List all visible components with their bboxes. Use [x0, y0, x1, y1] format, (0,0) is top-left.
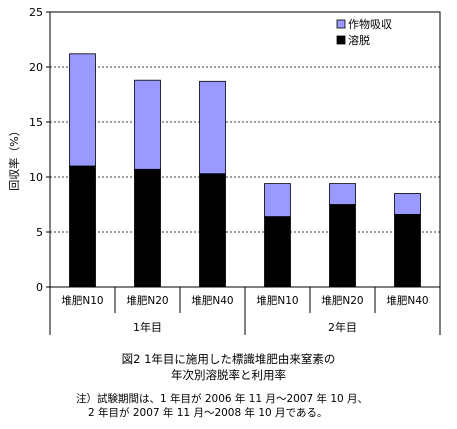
bar-segment: [329, 183, 356, 205]
x-tick-label: 堆肥N20: [321, 295, 363, 307]
axes: [46, 11, 441, 335]
x-tick-label: 堆肥N10: [256, 295, 298, 307]
gridlines: [50, 11, 440, 233]
legend-swatch: [336, 35, 346, 45]
y-tick-label: 0: [36, 281, 43, 294]
x-tick-label: 堆肥N40: [191, 295, 233, 307]
group-label: 1年目: [133, 320, 162, 334]
x-tick-label: 堆肥N40: [386, 295, 428, 307]
group-label: 2年目: [328, 320, 357, 334]
bar-segment: [264, 183, 291, 218]
bar-segment: [329, 204, 356, 288]
figure-caption-line-2: 年次別溶脱率と利用率: [171, 368, 286, 382]
tick-labels: 0 5 10 15 20 25 堆肥N10 堆肥N20 堆肥N40 堆肥N10 堆肥N20 堆肥N40…: [29, 6, 429, 334]
bar-segment: [134, 168, 161, 288]
y-tick-label: 15: [29, 116, 43, 129]
bar-segment: [394, 193, 421, 215]
y-tick-label: 20: [29, 61, 43, 74]
y-tick-label: 25: [29, 6, 43, 19]
figure-caption-line-1: 図2 1年目に施用した標識堆肥由来窒素の: [121, 352, 336, 366]
x-tick-label: 堆肥N10: [61, 295, 103, 307]
y-axis-label: 回収率（%）: [7, 125, 21, 190]
y-tick-label: 10: [29, 171, 43, 184]
bar-segment: [199, 80, 226, 175]
plot-frame: [49, 11, 441, 288]
note-line-1: 注）試験期間は、1 年目が 2006 年 11 月～2007 年 10 月、: [76, 393, 369, 405]
bar-segment: [69, 165, 96, 288]
bar-segment: [69, 53, 96, 167]
note-line-2: 2 年目が 2007 年 11 月～2008 年 10 月である。: [88, 407, 328, 419]
stacked-bar-chart: 0 5 10 15 20 25 堆肥N10 堆肥N20 堆肥N40 堆肥N10 堆肥N20 堆肥N40…: [7, 6, 441, 335]
x-tick-label: 堆肥N20: [126, 295, 168, 307]
y-tick-label: 5: [36, 226, 43, 239]
legend-swatch: [336, 19, 346, 29]
bar-segment: [134, 79, 161, 170]
legend-label: 溶脱: [348, 33, 370, 47]
bar-segment: [264, 216, 291, 288]
bar-segment: [394, 213, 421, 288]
bars: [69, 53, 421, 288]
bar-segment: [199, 173, 226, 288]
legend-label: 作物吸収: [348, 17, 392, 31]
